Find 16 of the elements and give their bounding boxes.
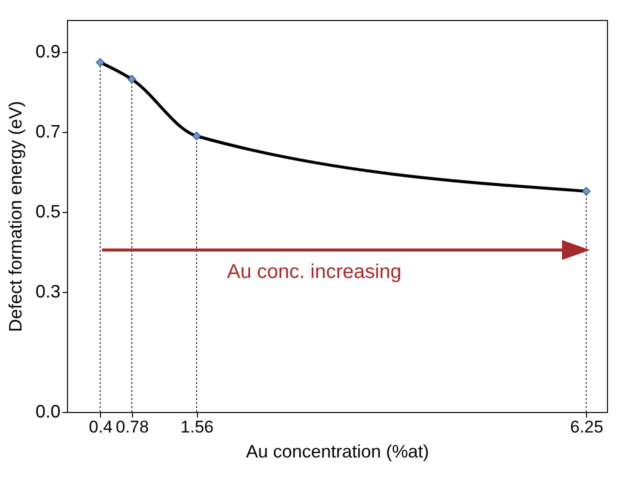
x-tick-label: 0.78 bbox=[116, 418, 149, 436]
point bbox=[96, 58, 105, 67]
x-tick-label: 1.56 bbox=[180, 418, 214, 436]
y-tick-label: 0.9 bbox=[35, 42, 60, 62]
x-axis-title: Au concentration (%at) bbox=[246, 442, 430, 462]
point bbox=[582, 186, 591, 196]
y-tick-label: 0.3 bbox=[35, 282, 60, 302]
point bbox=[128, 74, 136, 84]
y-tick-label: 0.0 bbox=[35, 402, 60, 422]
y-axis-title: Defect formation energy (eV) bbox=[5, 100, 26, 332]
x-tick-label: 0.4 bbox=[88, 418, 113, 436]
x-tick-label: 6.25 bbox=[570, 418, 604, 436]
point bbox=[192, 132, 201, 140]
y-tick-label: 0.7 bbox=[35, 122, 60, 142]
annotation: Au conc. increasing bbox=[227, 261, 402, 283]
y-tick-label: 0.5 bbox=[35, 202, 60, 222]
